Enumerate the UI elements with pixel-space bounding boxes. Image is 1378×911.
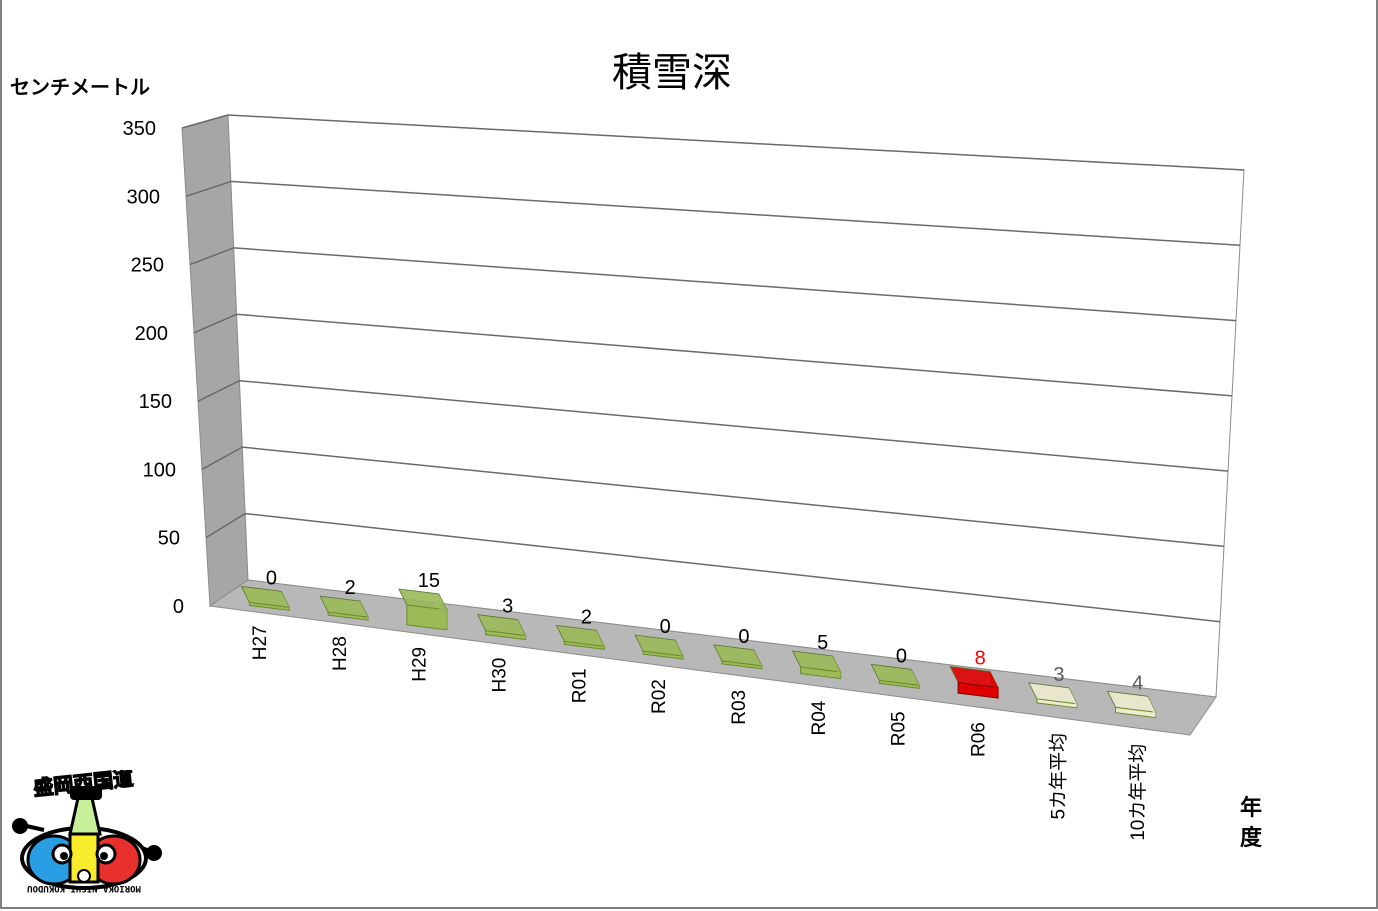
data-label: 5 xyxy=(817,632,828,654)
data-label: 4 xyxy=(1132,672,1143,694)
data-label: 0 xyxy=(660,616,671,638)
y-tick-label: 250 xyxy=(131,255,164,277)
x-category-label: 5カ年平均 xyxy=(1047,733,1069,820)
bar xyxy=(634,634,684,660)
x-category-label: R06 xyxy=(968,722,989,757)
x-category-label: 10カ年平均 xyxy=(1127,744,1149,841)
data-label: 2 xyxy=(345,577,356,599)
bar xyxy=(398,588,448,631)
y-tick-labels: 0 50 100 150 200 250 300 350 xyxy=(123,118,184,618)
gridline xyxy=(233,247,1237,322)
y-tick-label: 100 xyxy=(143,459,176,481)
bar xyxy=(791,650,842,680)
logo-subtitle: MORIOKA NISHI KOKUDOU xyxy=(27,883,141,893)
x-category-label: R02 xyxy=(649,679,670,714)
x-category-label: H27 xyxy=(250,625,271,660)
data-label: 15 xyxy=(418,570,440,592)
logo-mascot: 盛岡西国道 MORIOKA NISHI KOKUDOU xyxy=(12,770,162,893)
x-category-label: R03 xyxy=(729,690,750,725)
data-label: 0 xyxy=(896,645,907,667)
bar xyxy=(713,644,763,670)
data-labels: 0 2 15 3 2 0 0 5 0 8 3 4 xyxy=(266,567,1143,694)
data-label: 3 xyxy=(502,596,513,618)
data-label: 0 xyxy=(266,567,277,589)
gridline-side xyxy=(189,247,234,266)
chart-title: 積雪深 xyxy=(612,50,732,96)
x-category-label: H30 xyxy=(489,658,510,693)
bars xyxy=(240,585,1157,719)
gridline xyxy=(239,379,1229,472)
x-axis-title: 年度 xyxy=(1240,795,1263,851)
floor xyxy=(208,579,1217,736)
data-label: 0 xyxy=(738,626,749,648)
bar xyxy=(319,595,369,621)
gridline-side xyxy=(181,114,229,129)
gridlines xyxy=(181,114,1245,623)
bar xyxy=(555,624,606,650)
x-category-label: R04 xyxy=(809,700,830,735)
y-axis-title: センチメートル xyxy=(10,75,150,99)
gridline-side xyxy=(193,313,237,334)
bar xyxy=(949,666,999,699)
gridline-side xyxy=(185,180,232,197)
x-category-label: H29 xyxy=(410,647,431,682)
gridline xyxy=(227,114,1245,171)
bar xyxy=(1028,682,1078,709)
x-category-label: R01 xyxy=(569,668,590,703)
bar xyxy=(870,663,921,689)
gridline-side xyxy=(205,512,246,539)
gridline xyxy=(242,446,1225,548)
gridline xyxy=(236,313,1233,397)
data-label: 8 xyxy=(975,648,986,670)
y-tick-label: 50 xyxy=(158,528,180,550)
y-tick-label: 350 xyxy=(123,118,156,140)
gridline-side xyxy=(197,380,240,402)
data-label: 3 xyxy=(1053,664,1064,686)
data-label: 2 xyxy=(581,606,592,628)
x-category-label: R05 xyxy=(889,711,910,746)
gridline-side xyxy=(201,446,243,471)
bar xyxy=(1106,690,1157,719)
gridline xyxy=(230,180,1241,247)
bar xyxy=(240,585,291,611)
y-tick-label: 0 xyxy=(173,596,184,618)
x-category-labels: H27 H28 H29 H30 R01 R02 R03 R04 R05 R06 5カ年平均 10カ年平… xyxy=(250,625,1149,840)
bar xyxy=(476,614,527,641)
y-tick-label: 150 xyxy=(139,391,172,413)
gridline xyxy=(245,512,1221,623)
y-tick-label: 200 xyxy=(135,323,168,345)
x-category-label: H28 xyxy=(330,636,351,671)
y-tick-label: 300 xyxy=(127,186,160,208)
